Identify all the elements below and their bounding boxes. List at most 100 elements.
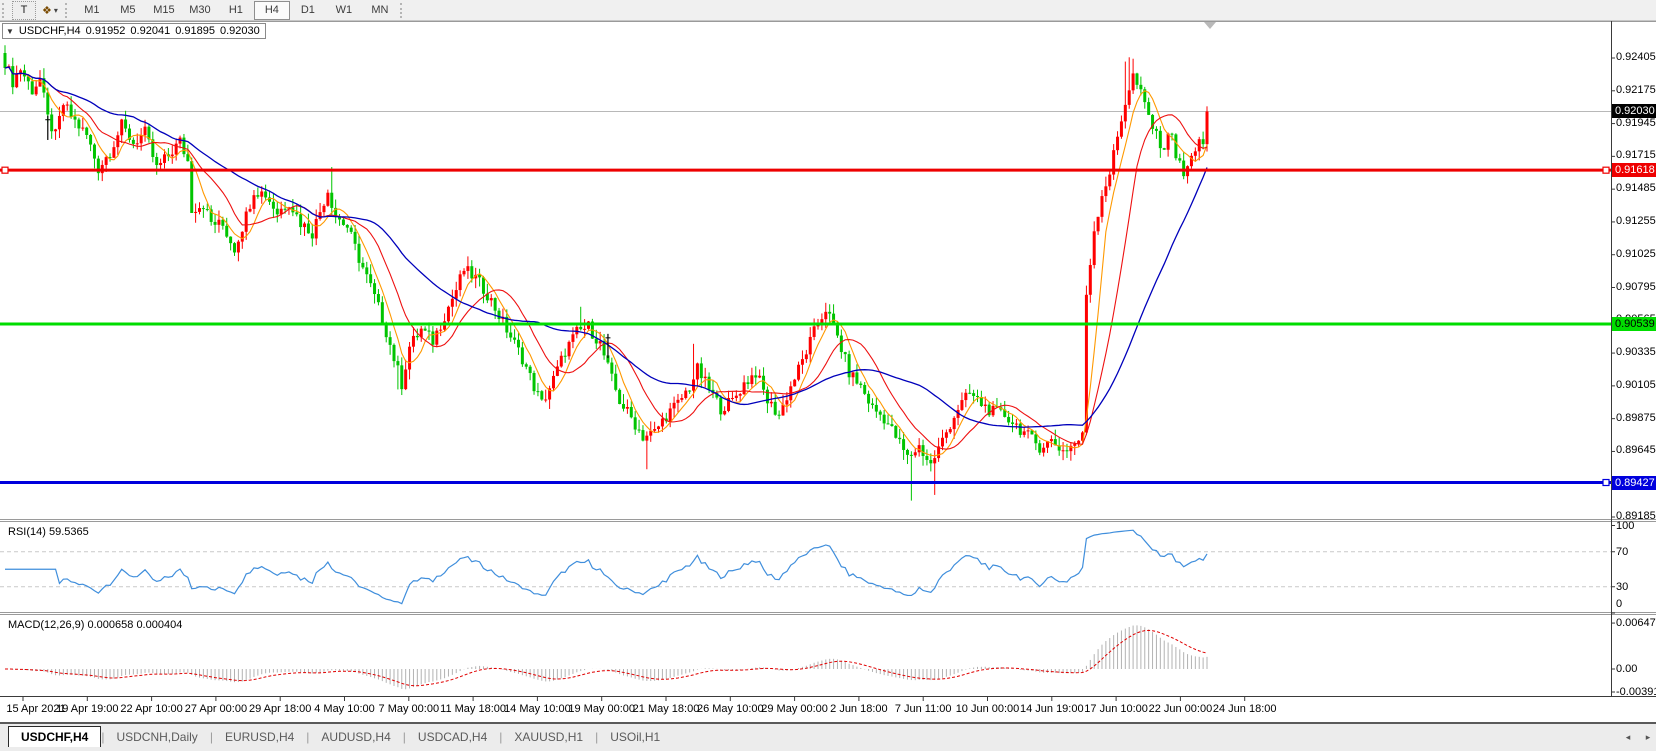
timeframe-button-mn[interactable]: MN: [371, 4, 389, 16]
time-axis-label: 14 Jun 19:00: [1019, 703, 1084, 715]
dropdown-caret-icon: ▾: [53, 5, 58, 15]
time-axis-label: 29 May 00:00: [761, 703, 828, 715]
timeframe-button-h4[interactable]: H4: [253, 0, 290, 20]
low-value: 0.91895: [175, 25, 215, 37]
macd-panel[interactable]: [4, 625, 1208, 690]
tab-divider: |: [209, 729, 213, 744]
rsi-value: 59.5365: [48, 526, 89, 538]
time-axis-label: 10 Jun 00:00: [955, 703, 1020, 715]
price-axis-tick: 0.91715: [1616, 149, 1656, 162]
price-panel[interactable]: [0, 45, 1611, 501]
chart-tab-audusd[interactable]: AUDUSD,H4: [321, 729, 391, 744]
tab-scroll-right-icon[interactable]: ▸: [1645, 731, 1651, 742]
price-axis-tick: 0.90335: [1616, 346, 1656, 359]
time-axis-label: 7 May 00:00: [378, 703, 440, 715]
price-axis-tick: 0.90795: [1616, 280, 1656, 293]
rsi-line: [5, 529, 1208, 605]
macd-signal-value: 0.000404: [136, 619, 183, 631]
rsi-panel[interactable]: [0, 529, 1611, 605]
time-axis-label: 7 Jun 11:00: [894, 703, 952, 715]
chart-tab-xauusd[interactable]: XAUUSD,H1: [514, 729, 584, 744]
drawn-arrow-annotation[interactable]: [605, 333, 611, 359]
price-axis-tick: 0.91255: [1616, 214, 1656, 227]
chart-tabs: USDCHF,H4 | USDCNH,Daily | EURUSD,H4 | AUDUSD,…: [8, 726, 672, 747]
time-axis-label: 11 May 18:00: [440, 703, 507, 715]
time-axis-label: 2 Jun 18:00: [830, 703, 888, 715]
price-axis-tick: 0.89185: [1616, 510, 1656, 522]
chart-tab-usoil[interactable]: USOil,H1: [610, 729, 661, 744]
timeframe-button-m5[interactable]: M5: [120, 4, 136, 16]
time-axis-label: 14 May 10:00: [504, 703, 571, 715]
drawn-arrow-annotation[interactable]: [45, 115, 51, 140]
rsi-axis-tick: 30: [1616, 580, 1629, 593]
open-value: 0.91952: [85, 25, 126, 37]
timeframe-button-w1[interactable]: W1: [335, 4, 353, 16]
tab-divider: |: [306, 729, 310, 744]
symbol-collapse-icon[interactable]: ▼: [6, 26, 14, 36]
chart-tab-eurusd[interactable]: EURUSD,H4: [224, 729, 295, 744]
rsi-axis-tick: 70: [1616, 545, 1629, 558]
tab-divider: |: [402, 729, 406, 744]
macd-axis-tick: 0.00: [1616, 663, 1638, 675]
price-axis-tick: 0.89645: [1616, 444, 1656, 457]
time-axis-label: 22 Jun 00:00: [1148, 703, 1213, 715]
price-axis-tick: 0.89875: [1616, 411, 1656, 424]
chart-shift-marker: [1204, 22, 1216, 29]
macd-axis-tick: -0.003916: [1616, 686, 1656, 698]
rsi-label: RSI(14) 59.5365: [8, 526, 89, 538]
symbol-ohlc-readout[interactable]: ▼ USDCHF,H4 0.91952 0.92041 0.91895 0.92…: [2, 23, 266, 39]
time-axis-label: 19 May 00:00: [568, 703, 636, 715]
ma-fast: [4, 66, 1208, 457]
timeframe-button-d1[interactable]: D1: [300, 4, 315, 16]
timeframe-button-h1[interactable]: H1: [228, 4, 243, 16]
close-value: 0.92030: [219, 25, 260, 37]
time-axis-label: 27 Apr 00:00: [184, 703, 248, 715]
toolbar: T ❖ ▾ M1 M5 M15 M30 H1 H4 D1 W1 MN: [0, 0, 1656, 21]
tab-scroll-left-icon[interactable]: ◂: [1625, 731, 1631, 742]
ma-medium: [4, 66, 1208, 450]
chart-tab-bar: USDCHF,H4 | USDCNH,Daily | EURUSD,H4 | AUDUSD,…: [0, 722, 1656, 751]
timeframe-button-m30[interactable]: M30: [189, 4, 211, 16]
timeframe-button-m1[interactable]: M1: [84, 4, 100, 16]
price-axis-tick: 0.91025: [1616, 247, 1656, 260]
toolbar-grip[interactable]: [2, 2, 9, 18]
price-line-badge: 0.91618: [1612, 163, 1656, 178]
price-axis-tick: 0.90105: [1616, 378, 1656, 391]
price-axis-tick: 0.91945: [1616, 116, 1656, 129]
macd-axis-tick: 0.00647: [1616, 617, 1656, 630]
macd-main-value: 0.000658: [87, 619, 134, 631]
time-axis-label: 24 Jun 18:00: [1212, 703, 1277, 715]
chart-tab-usdcad[interactable]: USDCAD,H4: [417, 729, 488, 744]
price-line-badge: 0.89427: [1612, 475, 1656, 490]
rsi-axis-tick: 100: [1616, 520, 1635, 532]
time-axis-label: 29 Apr 18:00: [248, 703, 312, 715]
ma-slow: [4, 66, 1208, 428]
time-axis-label: 17 Jun 10:00: [1084, 703, 1148, 715]
toolbar-grip[interactable]: [64, 2, 72, 18]
chart-tab-usdchf[interactable]: USDCHF,H4: [8, 726, 102, 747]
current-price-badge: 0.92030: [1612, 104, 1656, 119]
time-axis-label: 4 May 10:00: [314, 703, 375, 715]
objects-tool-icon: ❖: [42, 4, 52, 17]
tab-divider: |: [101, 729, 105, 744]
tab-divider: |: [595, 729, 599, 744]
toolbar-grip[interactable]: [399, 2, 407, 18]
price-axis-tick: 0.91485: [1616, 182, 1656, 195]
price-line-badge: 0.90539: [1612, 316, 1656, 331]
tab-divider: |: [499, 729, 503, 744]
timeframe-group: M1 M5 M15 M30 H1 H4 D1 W1 MN: [74, 0, 398, 20]
timeframe-button-m15[interactable]: M15: [153, 4, 175, 16]
time-axis-label: 26 May 10:00: [696, 703, 764, 715]
time-axis-label: 22 Apr 10:00: [120, 703, 183, 715]
macd-label: MACD(12,26,9) 0.000658 0.000404: [8, 619, 183, 631]
high-value: 0.92041: [130, 25, 171, 37]
objects-tool-button[interactable]: ❖ ▾: [38, 1, 62, 20]
macd-signal-line: [4, 629, 1208, 687]
price-axis-tick: 0.92405: [1616, 51, 1656, 63]
chart-tab-usdcnh[interactable]: USDCNH,Daily: [116, 729, 198, 744]
text-tool-button[interactable]: T: [12, 0, 36, 20]
time-axis-label: 21 May 18:00: [632, 703, 700, 715]
price-axis-tick: 0.92175: [1616, 83, 1656, 96]
